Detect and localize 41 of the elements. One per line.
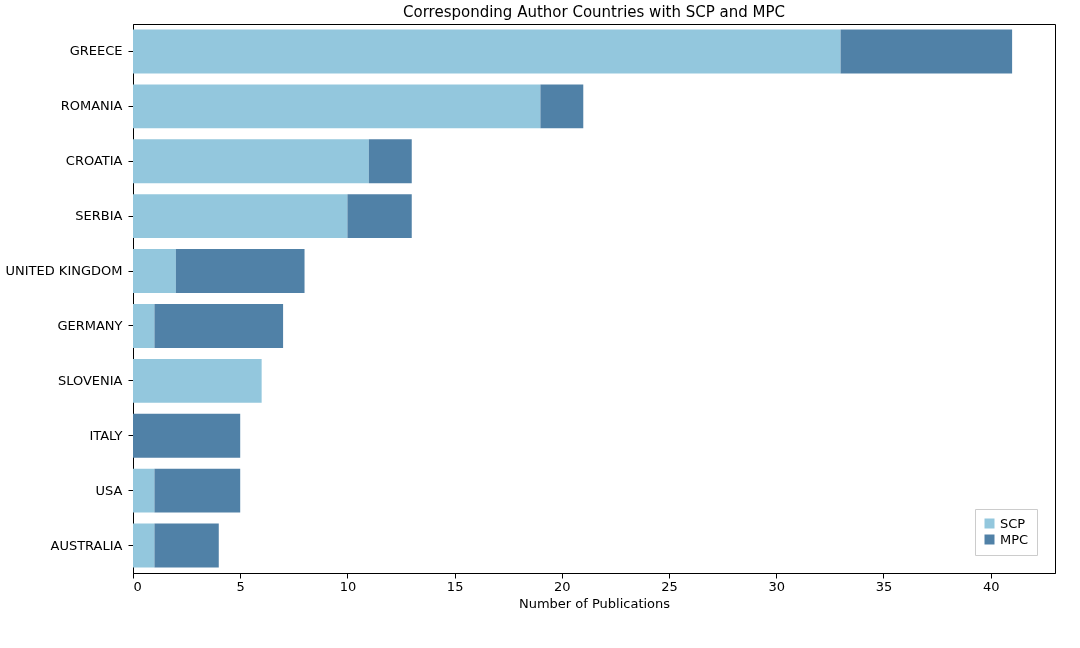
x-tick-label: 15 [446,578,464,594]
x-tick-label: 20 [554,578,571,594]
y-tick-label: GREECE [69,43,123,59]
x-tick-label: 25 [661,578,678,594]
y-tick-label: USA [95,482,123,498]
bar [368,139,412,184]
y-tick-label: GERMANY [57,317,123,333]
chart-title: Corresponding Author Countries with SCP and MPC [403,3,785,21]
legend-label: SCP [1000,515,1026,531]
bar [133,194,348,239]
bar [154,468,241,513]
bar [540,84,584,129]
y-tick-label: ROMANIA [60,98,123,114]
bar [154,303,284,348]
bar [133,139,369,184]
bar [133,84,541,129]
bar [133,358,262,403]
bar [175,249,305,294]
bar [133,523,155,568]
x-tick-label: 10 [339,578,357,594]
x-tick-label: 30 [768,578,786,594]
bar [133,413,241,458]
bar [133,29,841,74]
legend-label: MPC [1000,531,1029,547]
x-axis-title: Number of Publications [518,595,671,611]
bar [154,523,219,568]
x-tick-label: 0 [133,578,142,594]
x-tick-label: 40 [982,578,1000,594]
x-tick-label: 35 [875,578,893,594]
x-tick-label: 5 [236,578,245,594]
bar [840,29,1013,74]
y-tick-label: SERBIA [75,208,123,224]
bar [133,303,155,348]
y-tick-label: ITALY [89,427,123,443]
bar [347,194,412,239]
bar [133,249,176,294]
bar [133,468,155,513]
y-tick-label: UNITED KINGDOM [5,263,123,279]
y-tick-label: CROATIA [65,153,123,169]
y-tick-label: AUSTRALIA [50,537,123,553]
y-tick-label: SLOVENIA [57,372,123,388]
